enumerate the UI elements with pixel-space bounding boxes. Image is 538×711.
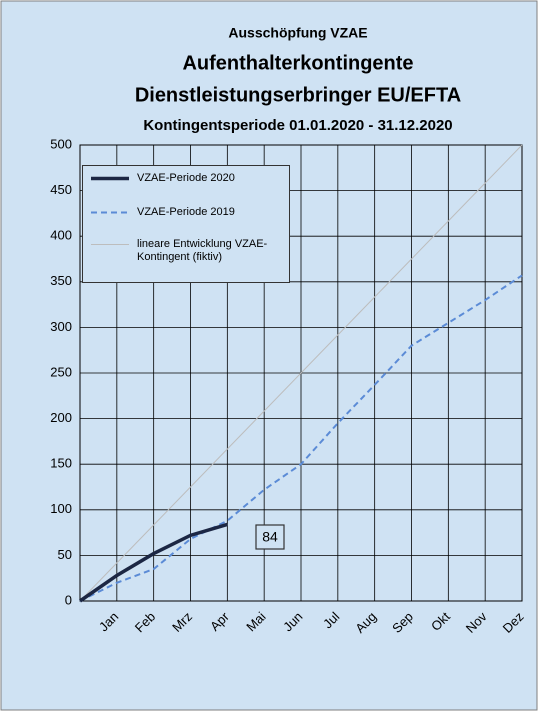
y-tick-label: 400	[50, 228, 72, 243]
legend-item: VZAE-Periode 2020	[89, 172, 287, 185]
y-tick-label: 0	[65, 592, 72, 607]
legend-label: lineare Entwicklung VZAE-Kontingent (fik…	[137, 238, 268, 263]
annotation: 84	[262, 529, 278, 545]
y-tick-label: 350	[50, 273, 72, 288]
legend-label: VZAE-Periode 2019	[137, 206, 235, 218]
line-series	[79, 274, 523, 602]
legend-item: VZAE-Periode 2019	[89, 206, 287, 219]
legend-swatch	[91, 244, 129, 245]
chart-title: Ausschöpfung VZAE	[228, 25, 367, 41]
legend: VZAE-Periode 2020 VZAE-Periode 2019 linear…	[82, 165, 290, 283]
legend-swatch	[91, 211, 129, 214]
y-tick-label: 300	[50, 319, 72, 334]
chart-subtitle: Dienstleistungserbringer EU/EFTA	[135, 84, 461, 106]
y-tick-label: 50	[58, 547, 72, 562]
y-tick-label: 250	[50, 364, 72, 379]
legend-item: lineare Entwicklung VZAE-Kontingent (fik…	[89, 238, 287, 264]
line-series	[79, 144, 523, 602]
chart-subtitle: Aufenthalterkontingente	[182, 52, 413, 74]
y-tick-label: 200	[50, 410, 72, 425]
y-tick-label: 100	[50, 501, 72, 516]
y-tick-label: 500	[50, 136, 72, 151]
y-tick-label: 150	[50, 456, 72, 471]
annotation-box	[255, 524, 285, 550]
chart-subtitle: Kontingentsperiode 01.01.2020 - 31.12.20…	[143, 117, 452, 134]
line-series	[79, 522, 228, 603]
legend-label: VZAE-Periode 2020	[137, 172, 235, 184]
legend-swatch	[91, 176, 129, 181]
y-tick-label: 450	[50, 182, 72, 197]
